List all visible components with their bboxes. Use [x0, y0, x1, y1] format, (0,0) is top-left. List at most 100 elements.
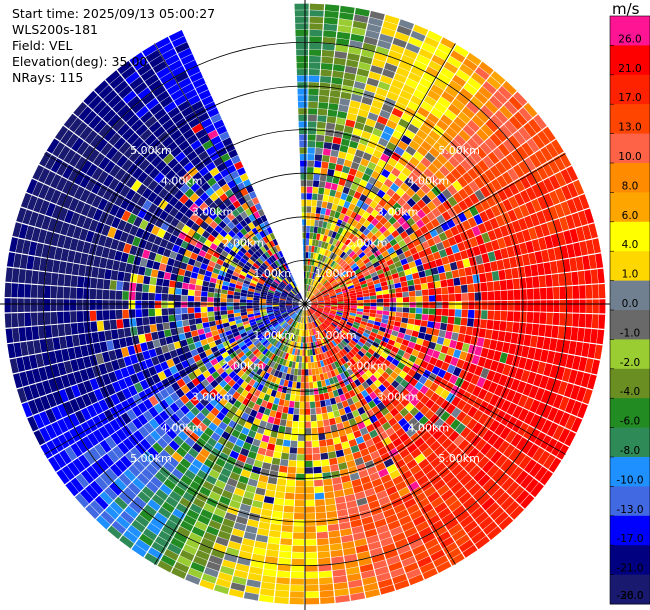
range-gate [359, 323, 367, 329]
range-gate [389, 136, 400, 146]
range-gate [322, 148, 331, 156]
range-gate [470, 151, 482, 164]
range-gate [541, 404, 553, 419]
range-gate [402, 297, 410, 303]
range-gate [478, 400, 489, 413]
range-gate [342, 313, 350, 317]
range-gate [71, 263, 80, 276]
range-gate [537, 181, 549, 195]
range-gate [368, 316, 376, 321]
range-gate [340, 91, 352, 100]
range-gate [440, 67, 455, 80]
range-gate [329, 96, 340, 105]
range-gate [363, 124, 374, 134]
range-gate [494, 423, 506, 436]
range-gate [526, 138, 540, 153]
range-gate [374, 321, 381, 327]
range-gate [343, 125, 354, 134]
range-gate [324, 181, 332, 190]
range-gate [273, 504, 284, 512]
range-gate [337, 324, 344, 330]
range-gate [405, 78, 419, 89]
range-gate [342, 327, 350, 334]
range-gate [419, 123, 432, 135]
range-gate [289, 597, 304, 605]
range-gate [293, 519, 305, 526]
range-gate [207, 306, 214, 312]
range-gate [297, 369, 302, 376]
range-gate [425, 221, 435, 231]
range-gate [470, 336, 478, 346]
range-gate [353, 256, 361, 263]
range-gate [394, 146, 405, 156]
range-gate [294, 3, 309, 10]
range-gate [309, 55, 321, 63]
range-gate [490, 205, 501, 217]
range-gate [338, 281, 346, 286]
range-gate [305, 545, 317, 553]
range-gate [78, 333, 87, 346]
ray [311, 305, 597, 390]
range-gate [338, 178, 346, 187]
range-gate [240, 299, 247, 303]
range-gate [307, 160, 315, 167]
range-gate [360, 321, 368, 326]
range-gate [174, 294, 181, 302]
range-gate [513, 311, 521, 322]
range-gate [307, 278, 310, 285]
range-gate [343, 275, 350, 281]
range-gate [386, 91, 399, 102]
range-gate [348, 331, 355, 337]
range-gate [413, 89, 427, 101]
range-gate [553, 409, 565, 425]
range-gate [356, 185, 365, 194]
range-gate [307, 356, 311, 363]
range-gate [436, 181, 447, 193]
range-gate [577, 327, 585, 342]
range-gate [122, 300, 129, 310]
range-gate [31, 270, 39, 284]
range-gate [509, 233, 519, 246]
range-gate [286, 420, 293, 428]
range-gate [298, 108, 308, 115]
range-gate [478, 243, 488, 255]
range-gate [295, 23, 309, 30]
range-gate [315, 505, 326, 513]
range-gate [246, 308, 254, 312]
range-gate [281, 525, 293, 533]
range-gate [330, 279, 337, 285]
range-gate [401, 221, 410, 231]
range-gate [96, 289, 103, 300]
range-gate [181, 288, 189, 296]
range-gate [466, 275, 474, 285]
range-gate [564, 272, 573, 286]
range-gate [308, 285, 311, 292]
range-gate [279, 551, 292, 559]
range-gate [283, 400, 290, 407]
range-gate [345, 280, 353, 285]
range-gate [351, 253, 358, 260]
range-gate [337, 297, 344, 300]
ray [311, 253, 604, 304]
range-gate [579, 299, 586, 313]
range-gate [398, 19, 414, 30]
range-gate [363, 271, 370, 277]
range-gate [489, 165, 502, 178]
range-gate [336, 219, 343, 227]
range-gate [288, 407, 294, 415]
range-gate [546, 392, 558, 406]
range-gate [311, 300, 318, 303]
range-gate [157, 270, 165, 279]
range-gate [37, 285, 45, 298]
range-gate [313, 173, 320, 181]
range-gate [305, 493, 315, 500]
range-gate [299, 356, 303, 363]
range-gate [412, 238, 421, 247]
range-gate [383, 359, 391, 367]
range-gate [497, 143, 510, 157]
range-gate [433, 280, 441, 289]
range-gate [407, 123, 419, 134]
range-gate [311, 304, 318, 307]
range-gate [465, 326, 473, 336]
